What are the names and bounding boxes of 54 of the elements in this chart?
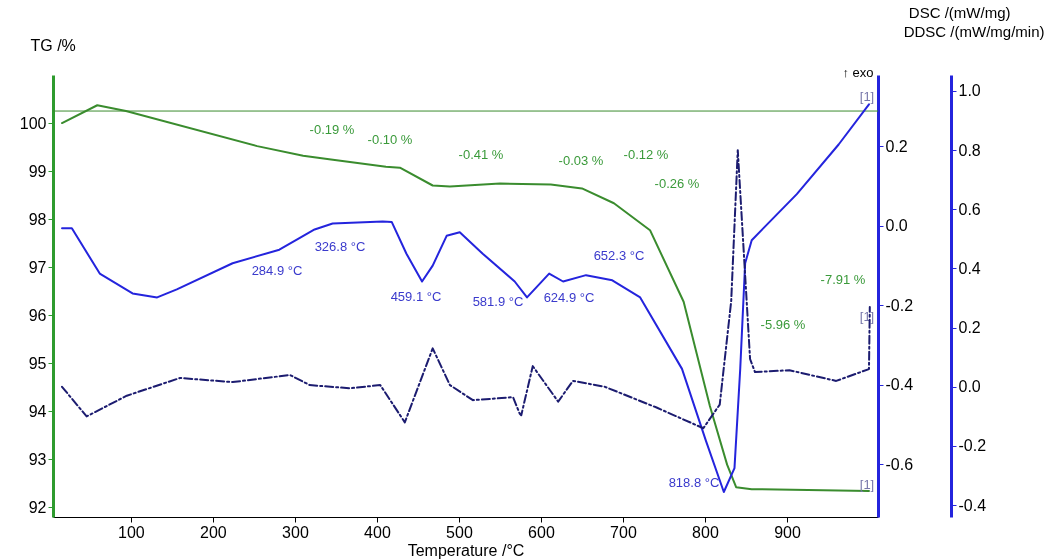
annotation: [1] [859, 477, 875, 492]
annotation: -0.41 % [458, 147, 504, 162]
y2-tick-label: -0.2 [885, 296, 914, 314]
y3-tick-label: 0.6 [958, 200, 981, 218]
annotation: -0.10 % [367, 132, 413, 147]
annotation: -0.03 % [558, 153, 604, 168]
y2-tick-label: 0.0 [885, 217, 908, 235]
x-tick-label: 100 [118, 523, 145, 541]
y-tick-label: 96 [28, 306, 47, 324]
y2-tick-label: -0.4 [885, 376, 914, 394]
annotation: 581.9 °C [472, 294, 524, 309]
x-axis-title: Temperature /°C [407, 541, 525, 559]
x-tick-label: 700 [610, 523, 637, 541]
y-axis-title: TG /% [30, 36, 76, 54]
annotation: 818.8 °C [668, 475, 720, 490]
annotation: -0.12 % [623, 147, 669, 162]
y3-tick-label: 0.2 [958, 319, 981, 337]
x-tick-label: 400 [364, 523, 391, 541]
y-tick-label: 100 [19, 114, 47, 132]
y-tick-label: 98 [28, 210, 47, 228]
y-tick-label: 92 [28, 498, 47, 516]
annotation: [1] [859, 89, 875, 104]
y-tick-label: 95 [28, 354, 47, 372]
y3-axis-title: DDSC /(mW/mg/min) [903, 22, 1045, 40]
x-tick-label: 600 [528, 523, 555, 541]
annotation: 284.9 °C [251, 263, 303, 278]
y-tick-label: 93 [28, 450, 47, 468]
y3-tick-label: 1.0 [958, 82, 981, 100]
y3-tick-label: 0.4 [958, 259, 981, 277]
y2-tick-label: 0.2 [885, 137, 908, 155]
x-tick-label: 800 [692, 523, 719, 541]
annotation: -7.91 % [820, 272, 866, 287]
annotation: 459.1 °C [390, 289, 442, 304]
annotation: 652.3 °C [593, 248, 645, 263]
y-tick-label: 99 [28, 162, 47, 180]
y3-tick-label: -0.4 [958, 496, 987, 514]
x-tick-label: 500 [446, 523, 473, 541]
annotation: ↑ exo [842, 65, 874, 80]
y2-axis-title: DSC /(mW/mg) [908, 3, 1011, 21]
y3-tick-label: -0.2 [958, 437, 987, 455]
y-tick-label: 94 [28, 402, 47, 420]
annotation: 326.8 °C [314, 239, 366, 254]
x-tick-label: 200 [200, 523, 227, 541]
x-tick-label: 300 [282, 523, 309, 541]
y-tick-label: 97 [28, 258, 47, 276]
annotation: -0.19 % [309, 122, 355, 137]
y3-tick-label: 0.0 [958, 378, 981, 396]
x-tick-label: 900 [774, 523, 801, 541]
annotation: 624.9 °C [543, 290, 595, 305]
annotation: [1] [859, 309, 875, 324]
y3-tick-label: 0.8 [958, 141, 981, 159]
y2-tick-label: -0.6 [885, 455, 914, 473]
annotation: -0.26 % [654, 176, 700, 191]
annotation: -5.96 % [760, 317, 806, 332]
